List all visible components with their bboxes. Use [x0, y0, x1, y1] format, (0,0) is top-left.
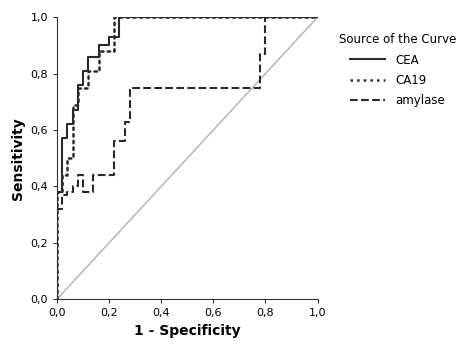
- Legend: CEA, CA19, amylase: CEA, CA19, amylase: [334, 29, 461, 111]
- Y-axis label: Sensitivity: Sensitivity: [11, 117, 25, 200]
- X-axis label: 1 - Specificity: 1 - Specificity: [134, 324, 240, 338]
